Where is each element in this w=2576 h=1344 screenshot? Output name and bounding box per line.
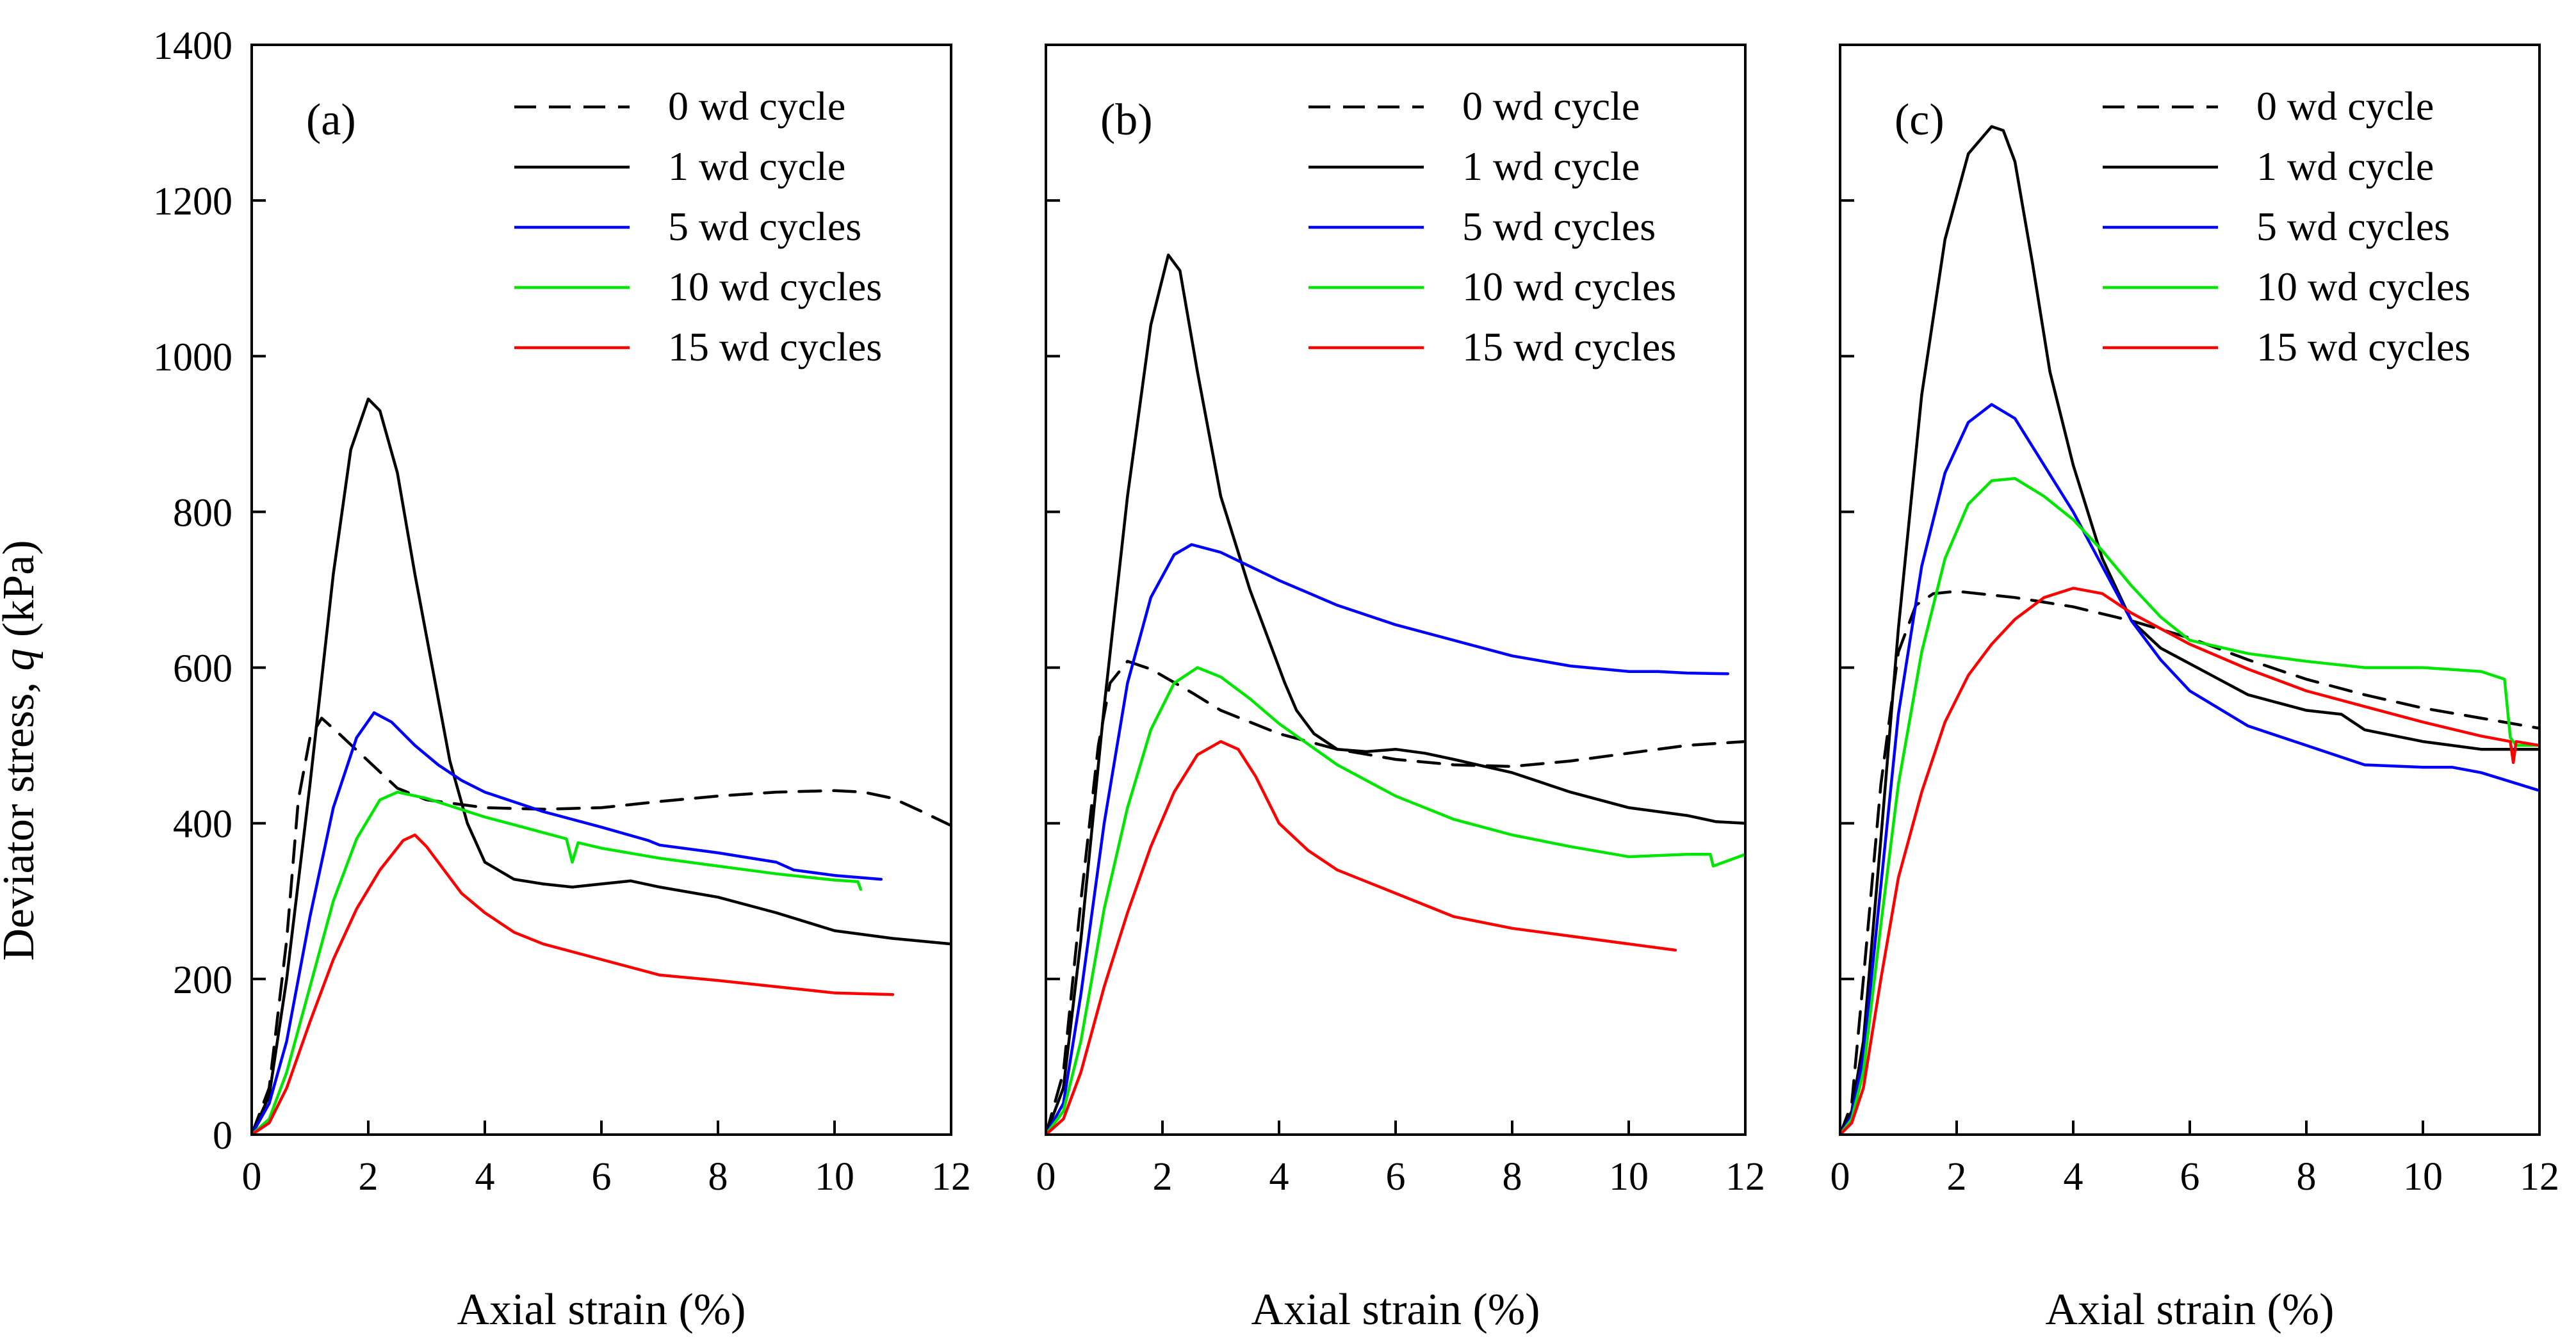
legend: 0 wd cycle 1 wd cycle 5 wd cycles 10 wd cyc… bbox=[2103, 83, 2470, 369]
x-axis-title: Axial strain (%) bbox=[457, 1285, 746, 1334]
series-line-1-wd-cycle bbox=[252, 397, 951, 1135]
y-tick-label: 600 bbox=[173, 647, 232, 691]
x-tick-label: 10 bbox=[2403, 1155, 2443, 1199]
series-line-15-wd-cycles bbox=[1046, 740, 1677, 1135]
legend-label-5-wd-cycles: 5 wd cycles bbox=[1462, 204, 1656, 249]
y-tick-label: 1200 bbox=[153, 180, 232, 223]
series-line-5-wd-cycles bbox=[1046, 543, 1729, 1135]
legend-label-0-wd-cycle: 0 wd cycle bbox=[668, 83, 845, 129]
x-tick-label: 0 bbox=[1036, 1155, 1056, 1199]
y-tick-label: 0 bbox=[213, 1114, 232, 1158]
legend-label-1-wd-cycle: 1 wd cycle bbox=[2256, 143, 2434, 189]
legend: 0 wd cycle 1 wd cycle 5 wd cycles 10 wd cyc… bbox=[1308, 83, 1676, 369]
x-axis-title: Axial strain (%) bbox=[2046, 1285, 2335, 1334]
legend-label-10-wd-cycles: 10 wd cycles bbox=[1462, 264, 1676, 309]
legend-label-15-wd-cycles: 15 wd cycles bbox=[668, 324, 882, 369]
legend-label-15-wd-cycles: 15 wd cycles bbox=[1462, 324, 1676, 369]
legend-label-0-wd-cycle: 0 wd cycle bbox=[2256, 83, 2434, 129]
series-line-0-wd-cycle bbox=[1840, 590, 2539, 1135]
x-tick-label: 0 bbox=[1830, 1155, 1850, 1199]
panel-c: 0 2 4 6 8 10 12 Axial strain (%) (c) 0 wd cycle 1 … bbox=[1830, 44, 2559, 1334]
x-tick-label: 8 bbox=[2297, 1155, 2317, 1199]
series-line-0-wd-cycle bbox=[252, 717, 951, 1135]
x-tick-label: 2 bbox=[1153, 1155, 1173, 1199]
y-axis-title: Deviator stress, q (kPa) bbox=[0, 540, 44, 960]
panel-a: 0 2 4 6 8 10 12 0 200 400 600 800 1000 1200 1400 Axial … bbox=[153, 24, 971, 1334]
x-tick-label: 12 bbox=[1725, 1155, 1765, 1199]
series-line-1-wd-cycle bbox=[1840, 125, 2539, 1135]
panel-label: (a) bbox=[306, 95, 356, 145]
legend-label-5-wd-cycles: 5 wd cycles bbox=[2256, 204, 2450, 249]
x-tick-label: 8 bbox=[1503, 1155, 1522, 1199]
series-lines bbox=[1046, 253, 1745, 1135]
x-tick-label: 6 bbox=[1386, 1155, 1406, 1199]
y-tick-label: 1000 bbox=[153, 336, 232, 379]
x-tick-label: 6 bbox=[2180, 1155, 2200, 1199]
x-tick-label: 10 bbox=[1609, 1155, 1649, 1199]
y-tick-label: 1400 bbox=[153, 24, 232, 68]
legend-label-1-wd-cycle: 1 wd cycle bbox=[668, 143, 845, 189]
series-lines bbox=[1840, 125, 2539, 1135]
x-tick-label: 12 bbox=[931, 1155, 971, 1199]
series-lines bbox=[252, 397, 951, 1135]
series-line-15-wd-cycles bbox=[1840, 587, 2539, 1135]
x-axis-title: Axial strain (%) bbox=[1251, 1285, 1540, 1334]
series-line-5-wd-cycles bbox=[252, 711, 883, 1135]
x-tick-label: 0 bbox=[242, 1155, 262, 1199]
panel-label: (b) bbox=[1100, 95, 1153, 145]
x-tick-label: 4 bbox=[1269, 1155, 1289, 1199]
x-tick-label: 10 bbox=[815, 1155, 854, 1199]
x-tick-label: 4 bbox=[2064, 1155, 2083, 1199]
legend-label-5-wd-cycles: 5 wd cycles bbox=[668, 204, 861, 249]
series-line-10-wd-cycles bbox=[252, 790, 863, 1135]
series-line-0-wd-cycle bbox=[1046, 660, 1745, 1135]
y-tick-label: 800 bbox=[173, 491, 232, 535]
legend: 0 wd cycle 1 wd cycle 5 wd cycles 10 wd cyc… bbox=[514, 83, 882, 369]
panel-label: (c) bbox=[1895, 95, 1944, 145]
legend-label-0-wd-cycle: 0 wd cycle bbox=[1462, 83, 1640, 129]
legend-label-10-wd-cycles: 10 wd cycles bbox=[2256, 264, 2470, 309]
series-line-10-wd-cycles bbox=[1046, 666, 1745, 1135]
legend-label-15-wd-cycles: 15 wd cycles bbox=[2256, 324, 2470, 369]
y-tick-label: 200 bbox=[173, 959, 232, 1002]
legend-label-1-wd-cycle: 1 wd cycle bbox=[1462, 143, 1640, 189]
legend-label-10-wd-cycles: 10 wd cycles bbox=[668, 264, 882, 309]
panel-b: 0 2 4 6 8 10 12 Axial strain (%) (b) 0 wd cycle 1 … bbox=[1036, 44, 1765, 1334]
x-tick-label: 6 bbox=[592, 1155, 612, 1199]
y-tick-label: 400 bbox=[173, 803, 232, 846]
x-tick-label: 4 bbox=[475, 1155, 495, 1199]
x-tick-label: 2 bbox=[1947, 1155, 1967, 1199]
x-tick-label: 2 bbox=[359, 1155, 379, 1199]
series-line-1-wd-cycle bbox=[1046, 253, 1745, 1135]
x-tick-label: 8 bbox=[708, 1155, 728, 1199]
series-line-5-wd-cycles bbox=[1840, 403, 2539, 1135]
x-tick-label: 12 bbox=[2520, 1155, 2559, 1199]
series-line-15-wd-cycles bbox=[252, 833, 895, 1135]
series-line-10-wd-cycles bbox=[1840, 476, 2539, 1135]
